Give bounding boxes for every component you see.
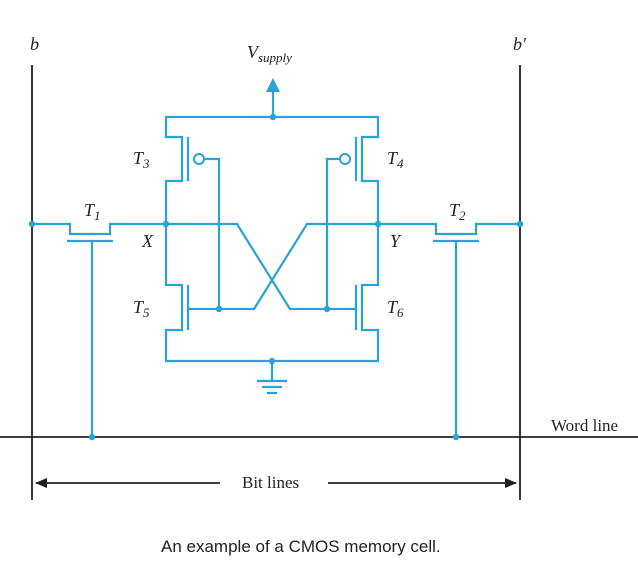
junction-y (374, 220, 382, 228)
bottom-rail (164, 333, 380, 363)
label-t4: T4 (387, 148, 404, 171)
label-y: Y (390, 231, 402, 251)
caption: An example of a CMOS memory cell. (161, 537, 441, 556)
label-t6: T6 (387, 297, 404, 320)
label-b: b (30, 34, 39, 54)
junction-supply (269, 113, 277, 121)
t1-source-drain (68, 222, 168, 236)
label-bit-lines: Bit lines (242, 473, 299, 492)
junction-left-gate (215, 305, 223, 313)
label-word-line: Word line (551, 416, 618, 435)
t3-drain-source (164, 135, 184, 337)
label-t1: T1 (84, 200, 101, 223)
junction-b-prime (516, 220, 524, 228)
junction-x (162, 220, 170, 228)
junction-ground (268, 357, 276, 365)
junction-wordline-t1 (88, 433, 96, 441)
cross-y-to-left-gate (217, 222, 380, 311)
cross-x-to-right-gate (164, 222, 329, 311)
t4-gate-bubble (339, 153, 351, 165)
t2-source-drain (376, 222, 478, 236)
label-t3: T3 (133, 148, 150, 171)
junction-b (28, 220, 36, 228)
supply-arrow-head (266, 78, 280, 92)
t3-gate-bubble (193, 153, 205, 165)
junction-right-gate (323, 305, 331, 313)
label-vsupply: Vsupply (247, 42, 292, 65)
label-t2: T2 (449, 200, 466, 223)
junction-wordline-t2 (452, 433, 460, 441)
label-t5: T5 (133, 297, 150, 320)
t4-drain-source (360, 135, 380, 337)
label-x: X (141, 231, 154, 251)
label-b-prime: b′ (513, 34, 527, 54)
